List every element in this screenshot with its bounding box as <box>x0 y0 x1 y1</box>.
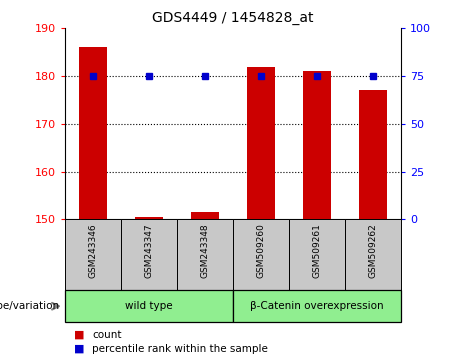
Text: wild type: wild type <box>125 301 172 311</box>
Bar <box>65 219 121 294</box>
Text: GSM243347: GSM243347 <box>144 223 153 278</box>
Bar <box>78 47 106 219</box>
Text: GSM243348: GSM243348 <box>200 223 209 278</box>
Text: ■: ■ <box>74 330 84 339</box>
Bar <box>121 219 177 294</box>
Text: GSM509260: GSM509260 <box>256 223 266 278</box>
Title: GDS4449 / 1454828_at: GDS4449 / 1454828_at <box>152 11 313 24</box>
Bar <box>233 290 401 322</box>
Text: percentile rank within the sample: percentile rank within the sample <box>92 344 268 354</box>
Bar <box>345 219 401 294</box>
Text: GSM509261: GSM509261 <box>313 223 321 278</box>
Text: GSM243346: GSM243346 <box>88 223 97 278</box>
Bar <box>191 212 219 219</box>
Bar <box>65 290 233 322</box>
Bar <box>177 219 233 294</box>
Bar <box>233 219 289 294</box>
Bar <box>247 67 275 219</box>
Text: count: count <box>92 330 122 339</box>
Text: ■: ■ <box>74 344 84 354</box>
Text: genotype/variation: genotype/variation <box>0 301 60 311</box>
Bar <box>289 219 345 294</box>
Text: GSM509262: GSM509262 <box>368 223 378 278</box>
Text: β-Catenin overexpression: β-Catenin overexpression <box>250 301 384 311</box>
Bar <box>359 91 387 219</box>
Bar <box>303 72 331 219</box>
Bar <box>135 217 163 219</box>
